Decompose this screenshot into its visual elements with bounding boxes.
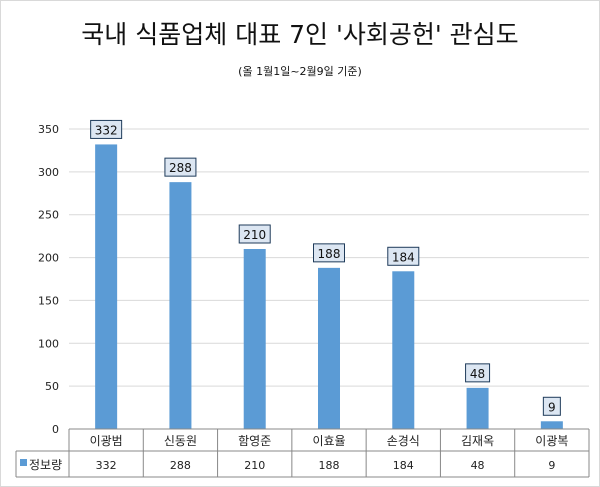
category-label: 함영준	[238, 434, 271, 448]
category-label: 김재옥	[461, 434, 494, 448]
y-tick-label: 150	[38, 294, 59, 307]
bar	[243, 249, 266, 429]
category-label: 이광복	[535, 434, 568, 448]
data-label: 48	[470, 367, 485, 381]
table-value: 210	[244, 459, 265, 472]
data-label-box	[542, 396, 561, 416]
table-value: 288	[170, 459, 191, 472]
data-label: 210	[243, 228, 266, 242]
bar	[392, 271, 415, 429]
y-tick-label: 50	[45, 380, 59, 393]
bar	[169, 182, 192, 429]
data-label-box	[465, 363, 491, 383]
y-tick-label: 350	[38, 123, 59, 136]
bar	[466, 387, 489, 429]
y-tick-label: 0	[52, 423, 59, 436]
y-tick-label: 100	[38, 337, 59, 350]
data-label: 288	[169, 161, 192, 175]
y-tick-label: 250	[38, 209, 59, 222]
data-label-box	[313, 243, 345, 263]
y-tick-label: 200	[38, 252, 59, 265]
table-value: 188	[319, 459, 340, 472]
data-label-box	[387, 246, 420, 266]
bar	[318, 267, 340, 429]
table-value: 9	[548, 459, 555, 472]
legend-label: 정보량	[29, 458, 62, 472]
data-label-box	[238, 224, 271, 244]
table-value: 332	[96, 459, 117, 472]
table-value: 48	[471, 459, 485, 472]
category-label: 이효율	[312, 434, 345, 448]
chart-title: 국내 식품업체 대표 7인 '사회공헌' 관심도	[81, 20, 519, 49]
bar	[540, 421, 563, 429]
category-label: 손경식	[387, 434, 420, 448]
chart-subtitle: (올 1월1일~2월9일 기준)	[238, 65, 362, 78]
data-label-box	[164, 157, 197, 177]
data-label: 188	[318, 247, 341, 261]
category-label: 이광범	[90, 434, 123, 448]
data-label: 332	[95, 123, 118, 137]
bar	[95, 144, 118, 429]
y-tick-label: 300	[38, 166, 59, 179]
category-label: 신동원	[164, 434, 197, 448]
table-value: 184	[393, 459, 414, 472]
data-label-box	[90, 119, 123, 139]
legend-swatch	[20, 459, 27, 466]
data-label: 184	[392, 250, 415, 264]
data-label: 9	[548, 400, 556, 414]
